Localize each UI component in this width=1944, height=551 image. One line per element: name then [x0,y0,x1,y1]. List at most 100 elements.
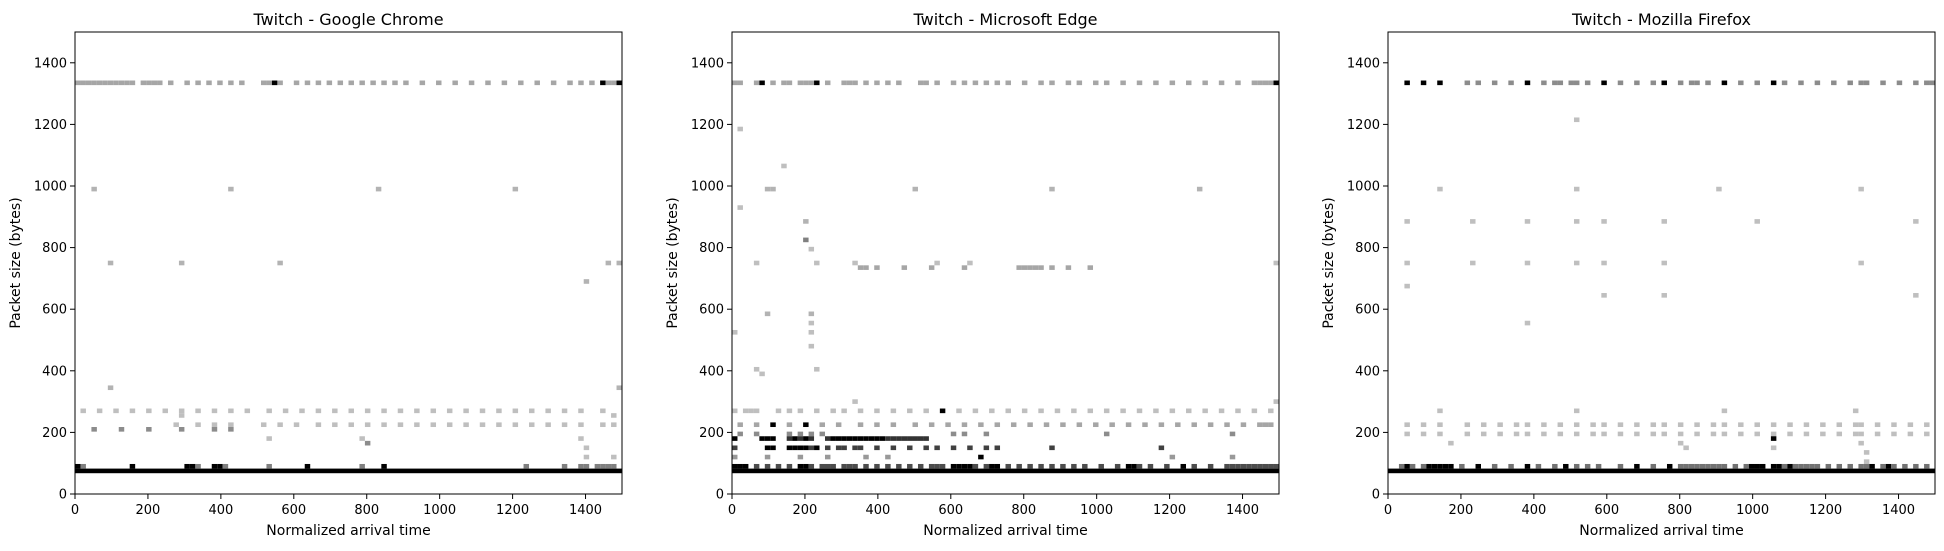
heatmap-cell [841,463,847,469]
x-tick-label: 600 [938,503,963,518]
x-tick-label: 1400 [1226,503,1259,518]
heatmap-cell [178,427,185,432]
heatmap-cell [211,463,218,469]
heatmap-cell [140,80,147,86]
y-tick-label: 800 [699,241,724,256]
heatmap-cell [266,408,272,414]
heatmap-cell [742,408,749,414]
heatmap-cell [797,408,804,414]
heatmap-cell [989,463,995,469]
heatmap-cell [1820,422,1826,428]
heatmap-cell [403,80,409,86]
heatmap-cell [1431,463,1438,469]
heatmap-cell [1251,80,1258,86]
heatmap-cell [1661,260,1667,266]
heatmap-cell [824,445,831,451]
heatmap-cell [1924,431,1930,437]
heatmap-cell [1021,408,1028,414]
heatmap-cell [381,408,387,414]
x-tick-label: 0 [728,503,736,518]
heatmap-cell [1164,463,1170,469]
heatmap-cell [1076,80,1083,86]
heatmap-cell [1169,80,1176,86]
heatmap-cell [293,422,300,428]
heatmap-cell [1617,422,1624,428]
heatmap-cell [1158,445,1165,451]
y-tick-label: 200 [699,426,724,441]
heatmap-cell [1792,463,1799,469]
heatmap-cell [1924,80,1930,86]
heatmap-cell [1907,431,1914,437]
x-tick-label: 0 [1384,503,1392,518]
heatmap-cell [732,329,738,335]
heatmap-cell [1541,422,1547,428]
heatmap-cell [803,219,809,224]
heatmap-cell [786,436,793,441]
heatmap-cell [1902,463,1908,469]
heatmap-cell [452,80,458,86]
heatmap-cell [91,80,97,86]
heatmap-cell [1820,431,1826,437]
heatmap-cell [1754,80,1760,86]
heatmap-cell [337,80,344,86]
x-axis-label: Normalized arrival time [923,523,1087,539]
heatmap-cell [107,260,114,266]
heatmap-cell [1705,463,1711,469]
heatmap-cell [1721,408,1728,414]
heatmap-cell [189,463,196,469]
heatmap-cell [978,422,984,428]
heatmap-cell [1268,80,1274,86]
heatmap-cell [1913,80,1919,86]
heatmap-cell [1404,463,1410,469]
heatmap-cell [1754,431,1760,437]
heatmap-cell [764,311,771,317]
heatmap-cell [1038,80,1044,86]
heatmap-cell [759,371,765,377]
heatmap-cell [496,408,502,414]
heatmap-cell [972,408,979,414]
heatmap-cell [874,422,880,428]
heatmap-cell [1459,463,1465,469]
heatmap-cell [1721,463,1728,469]
heatmap-cell [841,436,847,441]
heatmap-cell [1027,422,1033,428]
heatmap-cell [129,408,136,414]
heatmap-cell [370,80,376,86]
heatmap-cell [874,265,880,270]
heatmap-cell [1038,265,1044,270]
heatmap-cell [446,408,453,414]
heatmap-cell [1398,463,1405,469]
heatmap-cell [1721,431,1728,437]
heatmap-cell [239,80,245,86]
heatmap-cell [737,431,743,437]
heatmap-cell [1924,463,1930,469]
heatmap-cell [184,463,190,469]
heatmap-cell [118,427,125,432]
heatmap-cell [1420,80,1427,86]
heatmap-cells [1388,80,1935,474]
heatmap-cell [1858,260,1864,266]
heatmap-cell [1896,80,1903,86]
y-tick-label: 200 [1355,426,1380,441]
heatmap-cell [732,454,738,460]
heatmap-cell [824,463,831,469]
heatmap-cell [732,436,738,441]
heatmap-cell-base-row [1388,468,1935,474]
heatmap-cell [1754,422,1760,428]
heatmap-cell [1448,463,1454,469]
heatmap-cell [1634,422,1640,428]
heatmap-cell [1776,463,1782,469]
heatmap-cell [934,260,940,266]
heatmap-cell [808,311,815,317]
heatmap-cell [1235,80,1241,86]
heatmap-cell [753,260,760,266]
heatmap-cell [764,454,771,460]
heatmap-cell [299,408,305,414]
heatmap-cell [583,463,590,469]
heatmap-cell [102,80,108,86]
plot-frame [1387,31,1936,495]
heatmap-cell [1010,422,1017,428]
heatmap-cell [96,80,103,86]
heatmap-cell [732,80,738,86]
heatmap-cell [184,80,190,86]
